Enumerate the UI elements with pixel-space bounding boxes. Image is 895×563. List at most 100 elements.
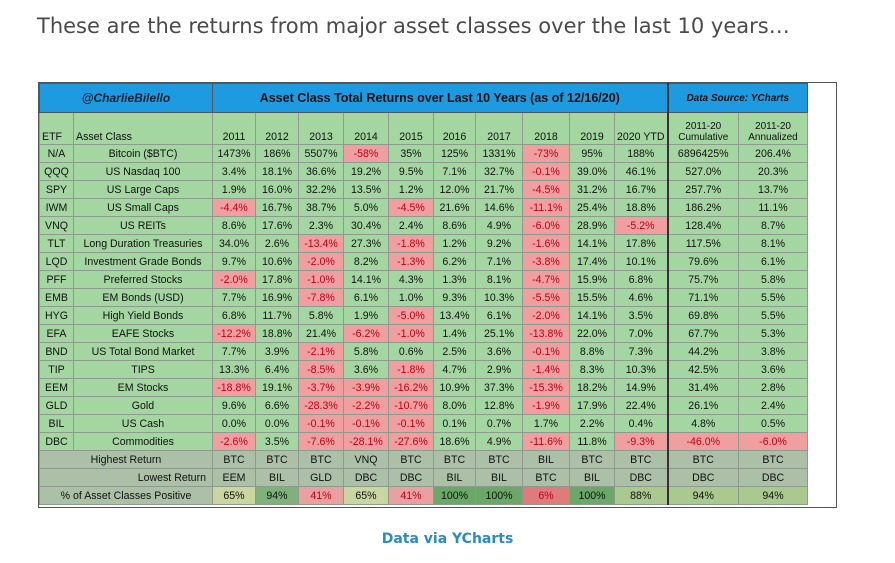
annual-return-cell: 8.2%	[343, 252, 389, 271]
annual-return-cell: 21.7%	[475, 180, 523, 199]
annual-return-cell: 5.8%	[343, 342, 389, 361]
annualized-return-cell: 0.5%	[738, 414, 809, 433]
annual-return-cell: -58%	[343, 144, 389, 163]
annual-return-cell: -1.6%	[522, 234, 570, 253]
cumulative-return-cell: 117.5%	[666, 234, 740, 253]
annual-return-cell: 2.3%	[298, 216, 344, 235]
col-header-year: 2016	[433, 112, 476, 145]
col-header-asset-class: Asset Class	[73, 112, 213, 145]
annual-return-cell: 1.7%	[522, 414, 570, 433]
annual-return-cell: 5.8%	[298, 306, 344, 325]
annual-return-cell: -2.2%	[343, 396, 389, 415]
page-heading: These are the returns from major asset c…	[37, 14, 790, 38]
annualized-return-cell: 5.8%	[738, 270, 809, 289]
annualized-return-cell: 206.4%	[738, 144, 809, 163]
annual-return-cell: -28.1%	[343, 432, 389, 451]
annual-return-cell: 2.9%	[475, 360, 523, 379]
annual-return-cell: 31.2%	[569, 180, 615, 199]
summary-ticker: BTC	[433, 450, 476, 469]
annual-return-cell: 13.5%	[343, 180, 389, 199]
percent-positive-cell: 41%	[388, 486, 434, 505]
summary-ticker: BIL	[475, 468, 523, 487]
annual-return-cell: 25.4%	[569, 198, 615, 217]
annual-return-cell: -8.5%	[298, 360, 344, 379]
annual-return-cell: 7.3%	[613, 342, 669, 361]
summary-ticker: DBC	[738, 468, 809, 487]
annual-return-cell: 14.1%	[569, 234, 615, 253]
annual-return-cell: -5.5%	[522, 288, 570, 307]
annual-return-cell: 6.1%	[475, 306, 523, 325]
summary-ticker: GLD	[298, 468, 344, 487]
percent-positive-cell: 94%	[255, 486, 299, 505]
annual-return-cell: 13.4%	[433, 306, 476, 325]
credit-link[interactable]: Data via YCharts	[381, 531, 514, 547]
summary-ticker: BTC	[738, 450, 809, 469]
annual-return-cell: 19.2%	[343, 162, 389, 181]
asset-class-name: Long Duration Treasuries	[73, 234, 213, 253]
annual-return-cell: -3.7%	[298, 378, 344, 397]
table-row: QQQ US Nasdaq 100 3.4% 18.1% 36.6% 19.2% 9.5% 7…	[39, 162, 809, 181]
annual-return-cell: 6.6%	[255, 396, 299, 415]
annual-return-cell: 4.7%	[433, 360, 476, 379]
annual-return-cell: 1.2%	[433, 234, 476, 253]
annual-return-cell: 18.2%	[569, 378, 615, 397]
annual-return-cell: 28.9%	[569, 216, 615, 235]
summary-ticker: VNQ	[343, 450, 389, 469]
summary-ticker: BTC	[388, 450, 434, 469]
table-row: DBC Commodities -2.6% 3.5% -7.6% -28.1% -27.6%…	[39, 432, 809, 451]
annual-return-cell: 16.7%	[613, 180, 669, 199]
col-header-year: 2014	[343, 112, 389, 145]
annual-return-cell: 1.2%	[388, 180, 434, 199]
annual-return-cell: -1.0%	[298, 270, 344, 289]
annual-return-cell: 38.7%	[298, 198, 344, 217]
cumulative-return-cell: 26.1%	[666, 396, 740, 415]
annual-return-cell: 2.4%	[388, 216, 434, 235]
annual-return-cell: -7.6%	[298, 432, 344, 451]
annual-return-cell: 21.4%	[298, 324, 344, 343]
annual-return-cell: 0.7%	[475, 414, 523, 433]
cumulative-return-cell: 69.8%	[666, 306, 740, 325]
percent-positive-cell: 88%	[613, 486, 669, 505]
summary-ticker: EEM	[212, 468, 256, 487]
summary-ticker: BIL	[255, 468, 299, 487]
annualized-return-cell: 8.1%	[738, 234, 809, 253]
summary-ticker: BTC	[212, 450, 256, 469]
annual-return-cell: -27.6%	[388, 432, 434, 451]
col-header-cumulative: 2011-20 Cumulative	[666, 112, 740, 145]
cumulative-return-cell: 42.5%	[666, 360, 740, 379]
cumulative-return-cell: 67.7%	[666, 324, 740, 343]
annual-return-cell: 13.3%	[212, 360, 256, 379]
etf-ticker: DBC	[39, 432, 74, 451]
annual-return-cell: 15.9%	[569, 270, 615, 289]
annualized-return-cell: 5.3%	[738, 324, 809, 343]
annual-return-cell: -2.1%	[298, 342, 344, 361]
etf-ticker: QQQ	[39, 162, 74, 181]
cumulative-return-cell: 4.8%	[666, 414, 740, 433]
table-row: EMB EM Bonds (USD) 7.7% 16.9% -7.8% 6.1% 1.0% 9…	[39, 288, 809, 307]
annual-return-cell: -15.3%	[522, 378, 570, 397]
annual-return-cell: 8.6%	[433, 216, 476, 235]
asset-class-name: US Nasdaq 100	[73, 162, 213, 181]
percent-positive-cell: 65%	[343, 486, 389, 505]
etf-ticker: EMB	[39, 288, 74, 307]
annual-return-cell: 12.0%	[433, 180, 476, 199]
annual-return-cell: 37.3%	[475, 378, 523, 397]
summary-ticker: DBC	[388, 468, 434, 487]
annual-return-cell: 16.0%	[255, 180, 299, 199]
annual-return-cell: 17.8%	[255, 270, 299, 289]
annual-return-cell: 125%	[433, 144, 476, 163]
annual-return-cell: 1.9%	[212, 180, 256, 199]
col-header-year: 2013	[298, 112, 344, 145]
summary-ticker: BTC	[475, 450, 523, 469]
annual-return-cell: 22.0%	[569, 324, 615, 343]
table-row: PFF Preferred Stocks -2.0% 17.8% -1.0% 14.1% 4…	[39, 270, 809, 289]
etf-ticker: IWM	[39, 198, 74, 217]
table-row: TLT Long Duration Treasuries 34.0% 2.6% -13.…	[39, 234, 809, 253]
cumulative-return-cell: 186.2%	[666, 198, 740, 217]
table-row: N/A Bitcoin ($BTC) 1473% 186% 5507% -58% 35% 12…	[39, 144, 809, 163]
asset-class-name: EAFE Stocks	[73, 324, 213, 343]
annual-return-cell: 22.4%	[613, 396, 669, 415]
annual-return-cell: -12.2%	[212, 324, 256, 343]
summary-ticker: BIL	[433, 468, 476, 487]
annual-return-cell: 10.3%	[475, 288, 523, 307]
